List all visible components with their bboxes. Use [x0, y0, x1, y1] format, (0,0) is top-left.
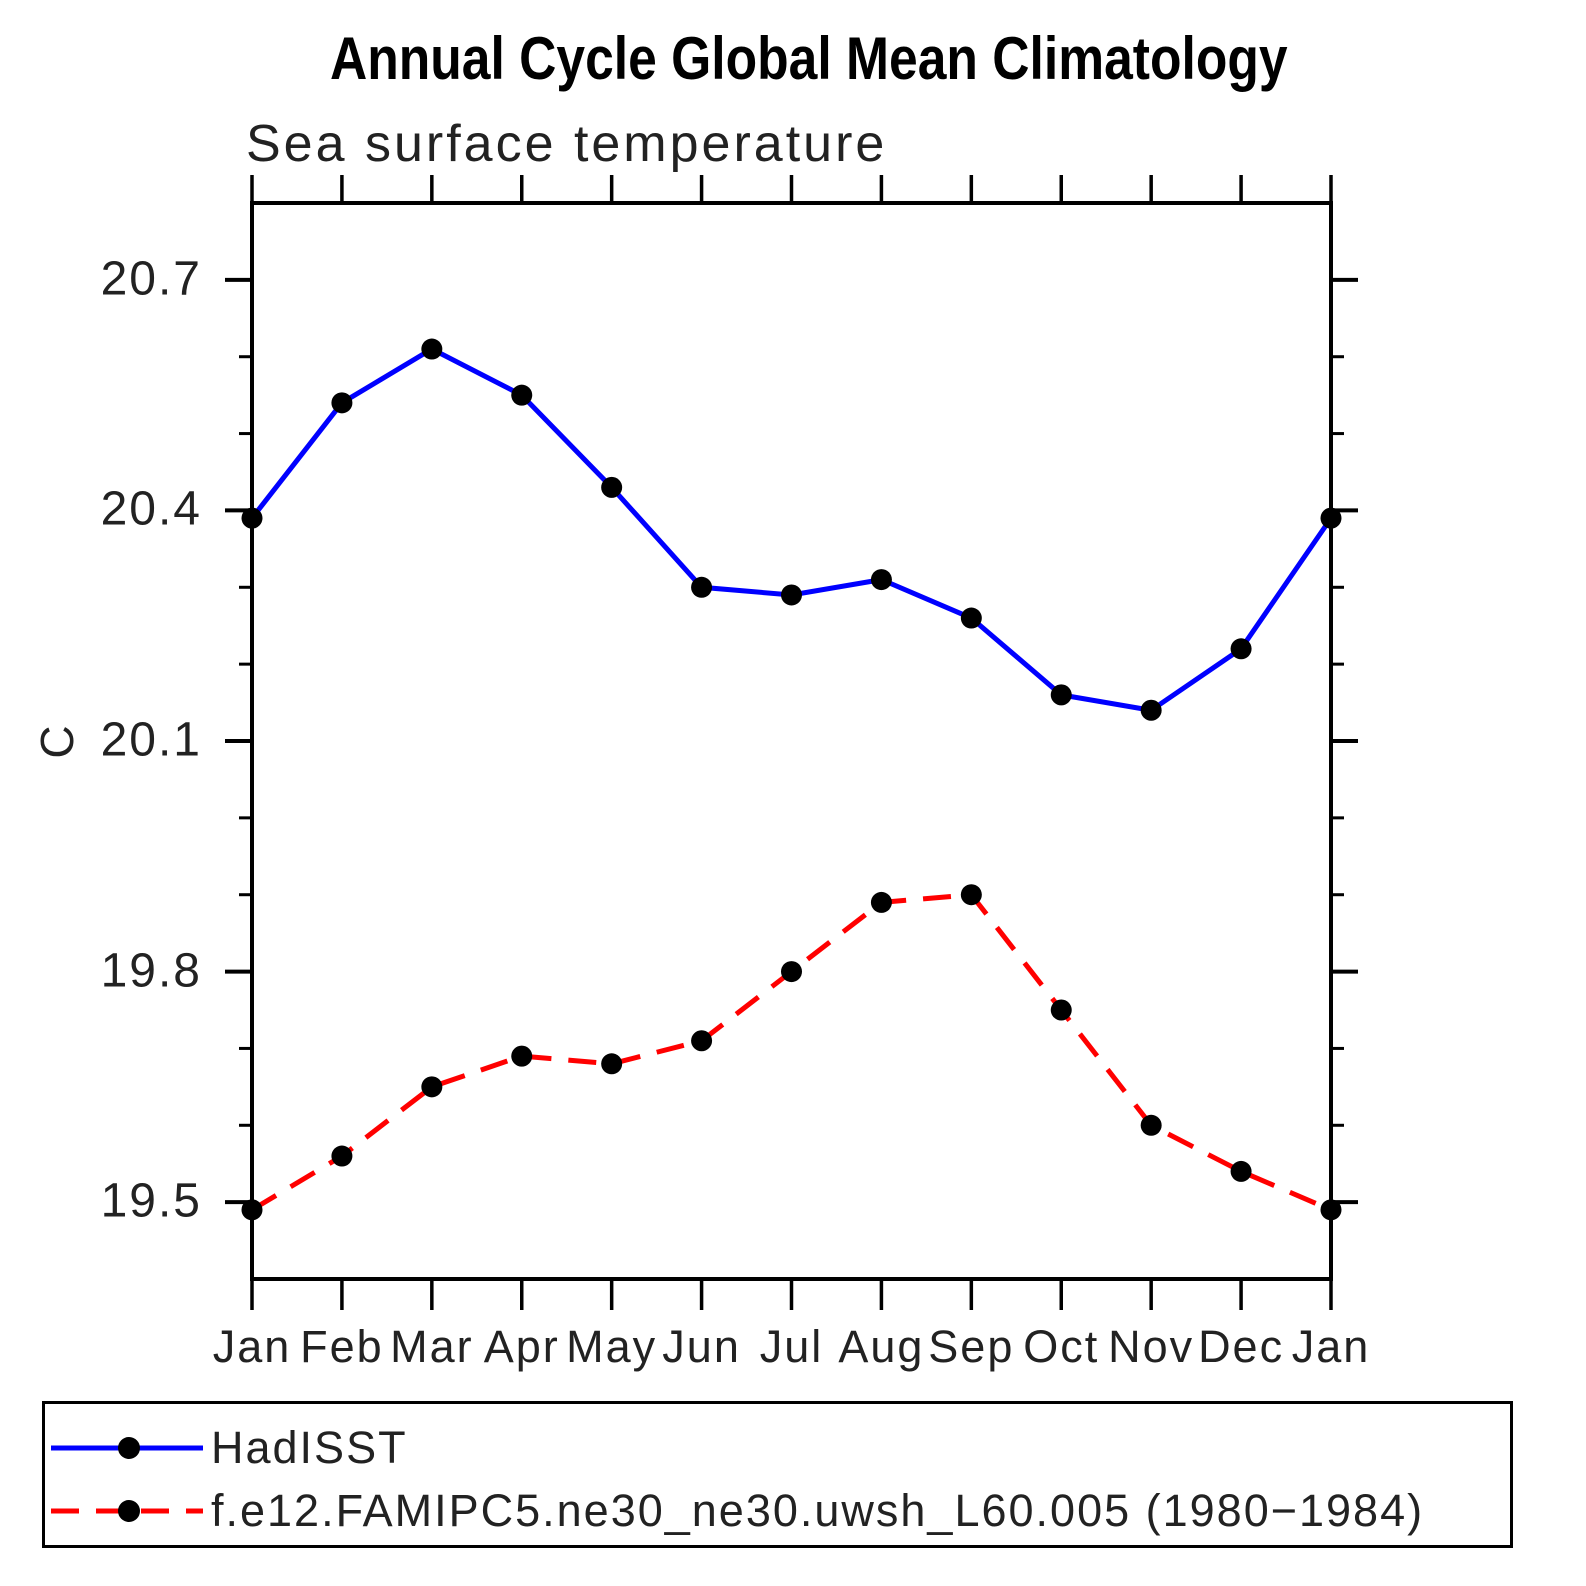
x-tick-label: Apr [483, 1321, 560, 1372]
data-point-0 [601, 476, 623, 498]
y-tick-labels: 20.7 20.4 20.1 19.8 19.5 [0, 0, 202, 1586]
legend-label-model: f.e12.FAMIPC5.ne30_ne30.uwsh_L60.005 (19… [211, 1485, 1425, 1536]
data-point-1 [421, 1076, 443, 1098]
x-tick-label: Dec [1198, 1321, 1285, 1372]
x-tick-label: Aug [838, 1321, 925, 1372]
data-point-1 [691, 1030, 713, 1052]
plot-box [250, 201, 1333, 1281]
legend-row-hadisst: HadISST [51, 1422, 408, 1474]
data-point-0 [1050, 684, 1072, 706]
x-tick-label: Sep [928, 1321, 1015, 1372]
legend-sample-marker [118, 1500, 140, 1522]
data-point-0 [331, 392, 353, 414]
data-point-0 [1320, 507, 1342, 529]
data-point-0 [511, 384, 533, 406]
legend-row-model: f.e12.FAMIPC5.ne30_ne30.uwsh_L60.005 (19… [51, 1485, 1424, 1537]
data-point-1 [331, 1145, 353, 1167]
legend-sample-marker [118, 1437, 140, 1459]
data-point-1 [511, 1045, 533, 1067]
y-tick-label: 19.8 [100, 943, 202, 997]
series-line-0 [250, 346, 1334, 713]
y-tick-label: 19.5 [100, 1174, 202, 1228]
data-point-1 [1050, 999, 1072, 1021]
y-tick-label: 20.1 [100, 713, 202, 767]
data-point-1 [781, 961, 802, 983]
x-tick-label: May [566, 1321, 658, 1372]
legend-line-sample-hadisst [51, 1437, 203, 1459]
chart-subtitle: Sea surface temperature [246, 115, 888, 173]
y-tick-label: 20.4 [100, 482, 202, 536]
data-point-1 [1320, 1199, 1342, 1221]
data-point-0 [691, 576, 713, 598]
data-point-1 [870, 891, 892, 913]
x-tick-label: Jul [759, 1321, 824, 1372]
x-tick-label: Jun [662, 1321, 741, 1372]
data-point-0 [421, 338, 443, 360]
y-tick-label: 20.7 [100, 252, 202, 306]
x-tick-label: Feb [300, 1321, 384, 1372]
data-point-0 [870, 569, 892, 591]
x-tick-label: Mar [390, 1321, 474, 1372]
x-tick-label: Jan [1291, 1321, 1371, 1372]
data-point-0 [241, 507, 263, 529]
data-point-1 [601, 1053, 623, 1075]
data-point-0 [960, 607, 982, 629]
chart-title-container: Annual Cycle Global Mean Climatology [252, 24, 1331, 93]
x-tick-label: Oct [1023, 1321, 1100, 1372]
data-point-1 [241, 1199, 263, 1221]
chart-title: Annual Cycle Global Mean Climatology [329, 25, 1288, 92]
legend-label-hadisst: HadISST [211, 1422, 408, 1473]
data-point-1 [960, 884, 982, 906]
legend-line-sample-model [51, 1500, 203, 1522]
data-point-0 [1230, 638, 1252, 660]
series-line-1 [250, 892, 1332, 1213]
data-point-1 [1140, 1114, 1162, 1136]
data-point-1 [1230, 1160, 1252, 1182]
legend-box: HadISST f.e12.FAMIPC5.ne30_ne30.uwsh_L60… [42, 1401, 1513, 1548]
x-tick-label: Jan [212, 1321, 292, 1372]
x-tick-label: Nov [1108, 1321, 1195, 1372]
data-point-0 [1140, 699, 1162, 721]
data-point-0 [781, 584, 802, 606]
